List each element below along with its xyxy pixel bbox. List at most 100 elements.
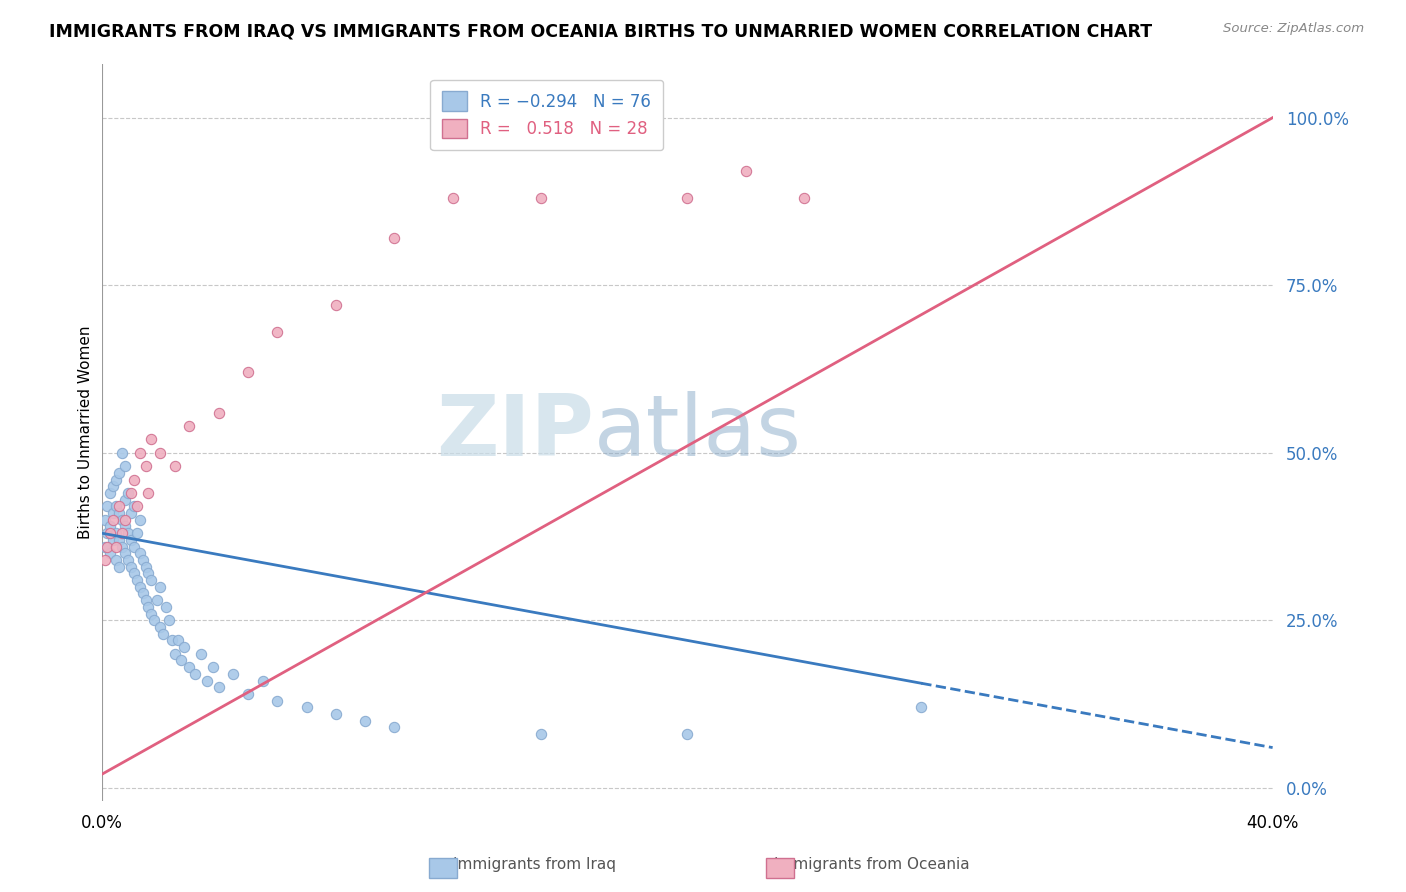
Point: [114, 546, 136, 560]
Point: [131, 553, 153, 567]
Point: [125, 573, 148, 587]
Point: [93, 540, 115, 554]
Point: [676, 727, 699, 741]
Point: [120, 506, 142, 520]
Point: [108, 506, 131, 520]
Point: [266, 694, 288, 708]
Point: [134, 593, 156, 607]
Point: [111, 513, 134, 527]
Point: [236, 687, 259, 701]
Point: [160, 633, 183, 648]
Point: [149, 620, 172, 634]
Point: [125, 526, 148, 541]
Point: [105, 473, 128, 487]
Point: [120, 559, 142, 574]
Point: [169, 653, 191, 667]
Point: [208, 680, 231, 694]
Text: IMMIGRANTS FROM IRAQ VS IMMIGRANTS FROM OCEANIA BIRTHS TO UNMARRIED WOMEN CORREL: IMMIGRANTS FROM IRAQ VS IMMIGRANTS FROM …: [49, 22, 1153, 40]
Point: [236, 365, 259, 379]
Point: [179, 660, 201, 674]
Point: [111, 526, 134, 541]
Point: [184, 666, 207, 681]
Point: [108, 533, 131, 547]
Point: [173, 640, 195, 654]
Point: [117, 526, 139, 541]
Point: [910, 700, 932, 714]
Point: [122, 566, 145, 581]
Point: [141, 573, 163, 587]
Point: [163, 459, 186, 474]
Point: [149, 446, 172, 460]
Point: [96, 526, 118, 541]
Point: [122, 500, 145, 514]
Point: [149, 580, 172, 594]
Point: [93, 513, 115, 527]
Point: [128, 580, 150, 594]
Point: [131, 586, 153, 600]
Point: [96, 540, 118, 554]
Point: [108, 559, 131, 574]
Point: [122, 540, 145, 554]
Point: [146, 593, 169, 607]
Point: [103, 479, 125, 493]
Point: [134, 559, 156, 574]
Point: [793, 191, 815, 205]
Point: [120, 533, 142, 547]
Point: [93, 553, 115, 567]
Point: [128, 546, 150, 560]
Point: [325, 298, 347, 312]
Point: [114, 459, 136, 474]
Point: [138, 566, 160, 581]
Point: [100, 526, 122, 541]
Point: [141, 607, 163, 621]
Point: [100, 486, 122, 500]
Point: [222, 666, 245, 681]
Point: [138, 486, 160, 500]
Point: [117, 553, 139, 567]
Legend: R = −0.294   N = 76, R =   0.518   N = 28: R = −0.294 N = 76, R = 0.518 N = 28: [430, 79, 662, 150]
Point: [382, 231, 405, 245]
Point: [325, 707, 347, 722]
Point: [530, 727, 553, 741]
Point: [105, 526, 128, 541]
Point: [208, 405, 231, 419]
Point: [155, 599, 177, 614]
Point: [105, 500, 128, 514]
Point: [120, 486, 142, 500]
Point: [195, 673, 218, 688]
Point: [138, 599, 160, 614]
Point: [128, 513, 150, 527]
Point: [100, 546, 122, 560]
Point: [530, 191, 553, 205]
Point: [114, 519, 136, 533]
Text: ZIP: ZIP: [436, 391, 593, 475]
Point: [100, 519, 122, 533]
Text: atlas: atlas: [593, 391, 801, 475]
Point: [266, 325, 288, 339]
Point: [354, 714, 377, 728]
Point: [111, 446, 134, 460]
Point: [201, 660, 224, 674]
Text: Immigrants from Oceania: Immigrants from Oceania: [773, 857, 970, 872]
Point: [166, 633, 188, 648]
Point: [152, 626, 174, 640]
Point: [157, 613, 180, 627]
Point: [117, 486, 139, 500]
Point: [128, 446, 150, 460]
Point: [108, 500, 131, 514]
Point: [103, 533, 125, 547]
Point: [141, 433, 163, 447]
Point: [734, 164, 756, 178]
Point: [103, 506, 125, 520]
Point: [441, 191, 464, 205]
Point: [676, 191, 699, 205]
Point: [134, 459, 156, 474]
Point: [114, 492, 136, 507]
Text: Immigrants from Iraq: Immigrants from Iraq: [453, 857, 616, 872]
Point: [122, 473, 145, 487]
Point: [103, 513, 125, 527]
Point: [382, 721, 405, 735]
Point: [143, 613, 166, 627]
Point: [163, 647, 186, 661]
Point: [108, 466, 131, 480]
